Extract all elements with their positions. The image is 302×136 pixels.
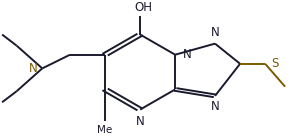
Text: Me: Me <box>98 125 113 135</box>
Text: N: N <box>136 115 144 128</box>
Text: OH: OH <box>134 1 152 14</box>
Text: S: S <box>271 57 278 70</box>
Text: N: N <box>211 100 219 113</box>
Text: N: N <box>183 48 191 61</box>
Text: N: N <box>211 26 219 39</box>
Text: N: N <box>29 62 38 75</box>
